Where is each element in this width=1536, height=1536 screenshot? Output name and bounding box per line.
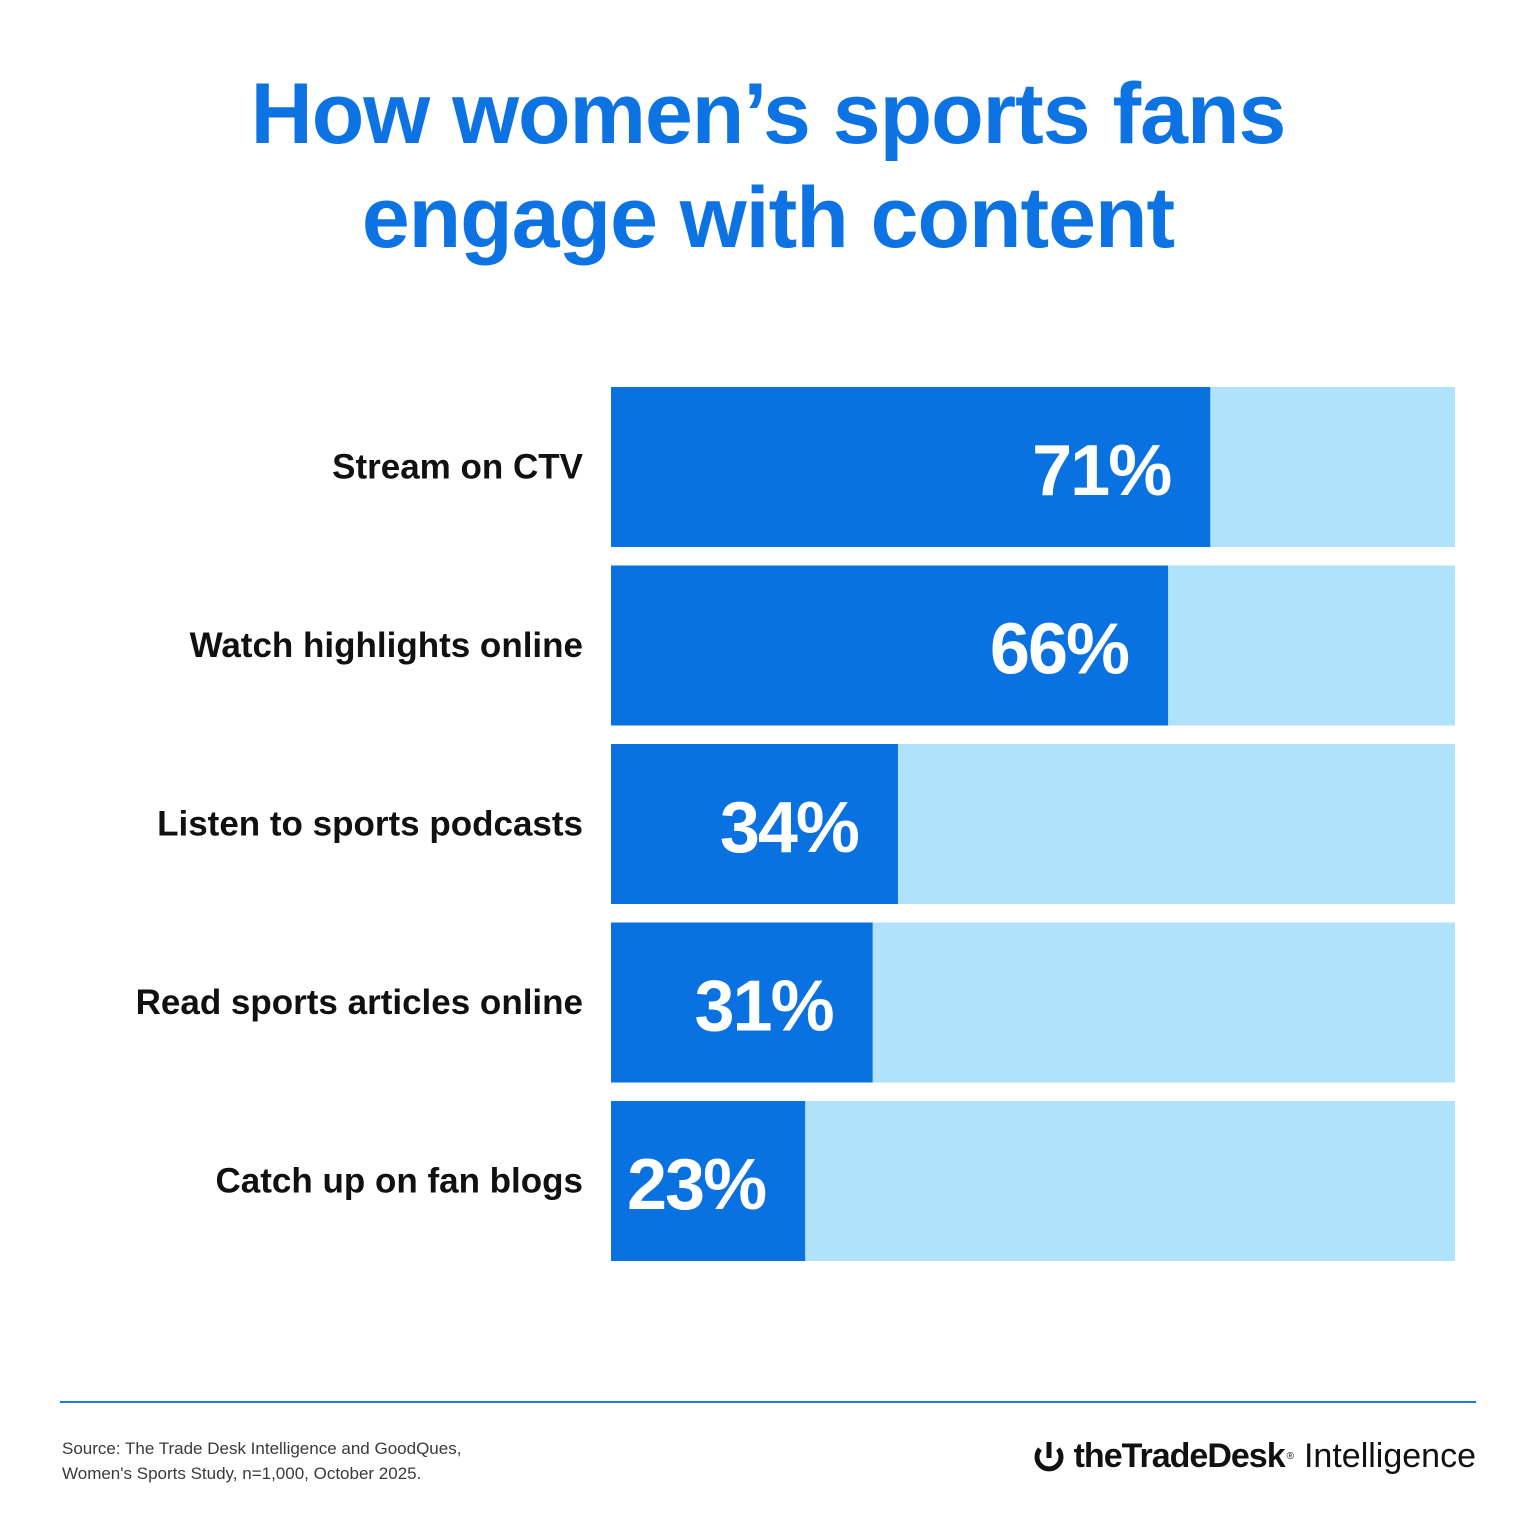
bar — [611, 565, 1169, 726]
category-label: Stream on CTV — [332, 448, 584, 487]
category-label: Watch highlights online — [190, 626, 583, 665]
chart-title-line-2: engage with content — [361, 170, 1175, 266]
category-label: Listen to sports podcasts — [157, 805, 583, 844]
source-line-1: Source: The Trade Desk Intelligence and … — [62, 1439, 462, 1458]
source-line-2: Women's Sports Study, n=1,000, October 2… — [62, 1464, 422, 1483]
trade-desk-logo-icon — [1034, 1442, 1064, 1472]
logo-suffix-text: Intelligence — [1303, 1436, 1476, 1475]
logo-registered-mark: ® — [1286, 1450, 1294, 1462]
category-label: Catch up on fan blogs — [216, 1162, 583, 1201]
source-note: Source: The Trade Desk Intelligence and … — [62, 1436, 461, 1486]
chart-title-line-1: How women’s sports fans — [250, 66, 1287, 162]
trade-desk-intelligence-logo: theTradeDesk ® Intelligence — [1032, 1430, 1476, 1482]
category-label: Read sports articles online — [136, 983, 583, 1022]
chart-title: How women’s sports fans engage with cont… — [0, 62, 1536, 270]
data-label: 66% — [990, 610, 1129, 690]
data-label: 23% — [627, 1145, 766, 1225]
bar — [611, 922, 873, 1083]
data-label: 31% — [695, 967, 834, 1047]
logo-brand-text: theTradeDesk — [1073, 1436, 1286, 1475]
footer-divider — [60, 1401, 1476, 1403]
bar — [611, 387, 1211, 547]
data-label: 34% — [720, 788, 859, 868]
bar — [611, 1101, 806, 1261]
data-label: 71% — [1032, 431, 1171, 511]
bar — [611, 744, 898, 904]
